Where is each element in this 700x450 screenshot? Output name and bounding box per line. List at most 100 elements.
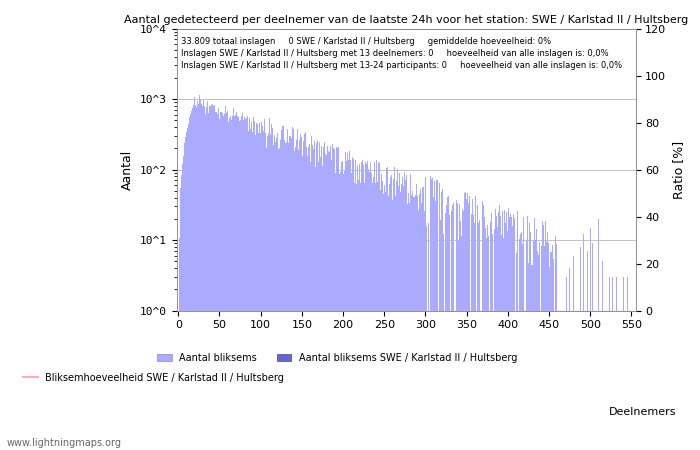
- Bar: [621, 310, 622, 450]
- Bar: [552, 245, 553, 450]
- Bar: [581, 310, 582, 450]
- Bar: [323, 142, 325, 450]
- Bar: [378, 162, 379, 450]
- Bar: [514, 218, 515, 450]
- Bar: [407, 204, 408, 450]
- Bar: [461, 236, 462, 450]
- Bar: [345, 152, 346, 450]
- Bar: [566, 277, 567, 450]
- Bar: [329, 170, 330, 450]
- Bar: [179, 207, 181, 450]
- Bar: [532, 265, 533, 450]
- Bar: [302, 156, 303, 450]
- Bar: [436, 180, 437, 450]
- Bar: [447, 197, 448, 450]
- Bar: [410, 174, 411, 450]
- Bar: [435, 201, 436, 450]
- Bar: [508, 207, 509, 450]
- Bar: [289, 136, 290, 450]
- Bar: [553, 259, 554, 450]
- Bar: [253, 122, 255, 450]
- Bar: [439, 183, 440, 450]
- Bar: [204, 106, 205, 450]
- Bar: [368, 169, 369, 450]
- Bar: [420, 189, 421, 450]
- Bar: [515, 310, 516, 450]
- Bar: [297, 130, 298, 450]
- Bar: [542, 221, 543, 450]
- Bar: [511, 216, 512, 450]
- Bar: [264, 117, 265, 450]
- Bar: [283, 134, 284, 450]
- Bar: [582, 310, 583, 450]
- Bar: [336, 147, 337, 450]
- Bar: [270, 135, 271, 450]
- Bar: [343, 158, 344, 450]
- Bar: [187, 128, 188, 450]
- Bar: [437, 216, 438, 450]
- Bar: [342, 161, 343, 450]
- Bar: [479, 228, 480, 450]
- Bar: [560, 310, 561, 450]
- Bar: [418, 193, 419, 450]
- Bar: [604, 310, 605, 450]
- Bar: [276, 133, 278, 450]
- Bar: [516, 253, 517, 450]
- Bar: [573, 256, 574, 450]
- Bar: [498, 212, 499, 450]
- Bar: [452, 205, 453, 450]
- Bar: [454, 310, 455, 450]
- Bar: [364, 183, 365, 450]
- Bar: [574, 310, 575, 450]
- Legend: Bliksemhoeveelheid SWE / Karlstad II / Hultsberg: Bliksemhoeveelheid SWE / Karlstad II / H…: [19, 369, 288, 387]
- Bar: [492, 234, 493, 450]
- Bar: [473, 215, 474, 450]
- Bar: [487, 225, 488, 450]
- Bar: [228, 122, 229, 450]
- Bar: [600, 310, 601, 450]
- Bar: [576, 310, 577, 450]
- Bar: [620, 310, 621, 450]
- Bar: [533, 241, 534, 450]
- Bar: [523, 216, 524, 450]
- Bar: [387, 166, 388, 450]
- Bar: [402, 186, 404, 450]
- Bar: [442, 189, 443, 450]
- Bar: [325, 147, 326, 450]
- Bar: [306, 161, 307, 450]
- Title: Aantal gedetecteerd per deelnemer van de laatste 24h voor het station: SWE / Kar: Aantal gedetecteerd per deelnemer van de…: [124, 15, 688, 25]
- Bar: [421, 202, 422, 450]
- Bar: [397, 169, 398, 450]
- Bar: [316, 143, 317, 450]
- Bar: [586, 310, 587, 450]
- Bar: [359, 164, 360, 450]
- Bar: [491, 213, 492, 450]
- Bar: [413, 197, 414, 450]
- Bar: [569, 268, 570, 450]
- Bar: [394, 167, 395, 450]
- Bar: [505, 223, 506, 450]
- Text: 33.809 totaal inslagen     0 SWE / Karlstad II / Hultsberg     gemiddelde hoevee: 33.809 totaal inslagen 0 SWE / Karlstad …: [181, 37, 622, 70]
- Bar: [481, 310, 482, 450]
- Bar: [237, 116, 238, 450]
- Bar: [303, 140, 304, 450]
- Bar: [396, 181, 397, 450]
- Bar: [625, 310, 626, 450]
- Bar: [512, 226, 513, 450]
- Bar: [468, 202, 469, 450]
- Bar: [419, 194, 420, 450]
- Bar: [229, 118, 230, 450]
- Bar: [311, 153, 312, 450]
- Bar: [522, 244, 523, 450]
- Bar: [256, 123, 257, 450]
- Bar: [367, 187, 368, 450]
- Bar: [485, 228, 486, 450]
- Bar: [382, 181, 383, 450]
- Bar: [539, 242, 540, 450]
- Bar: [578, 310, 579, 450]
- Bar: [193, 103, 195, 450]
- Bar: [281, 126, 283, 450]
- Bar: [504, 210, 505, 450]
- Bar: [416, 196, 418, 450]
- Bar: [339, 172, 340, 450]
